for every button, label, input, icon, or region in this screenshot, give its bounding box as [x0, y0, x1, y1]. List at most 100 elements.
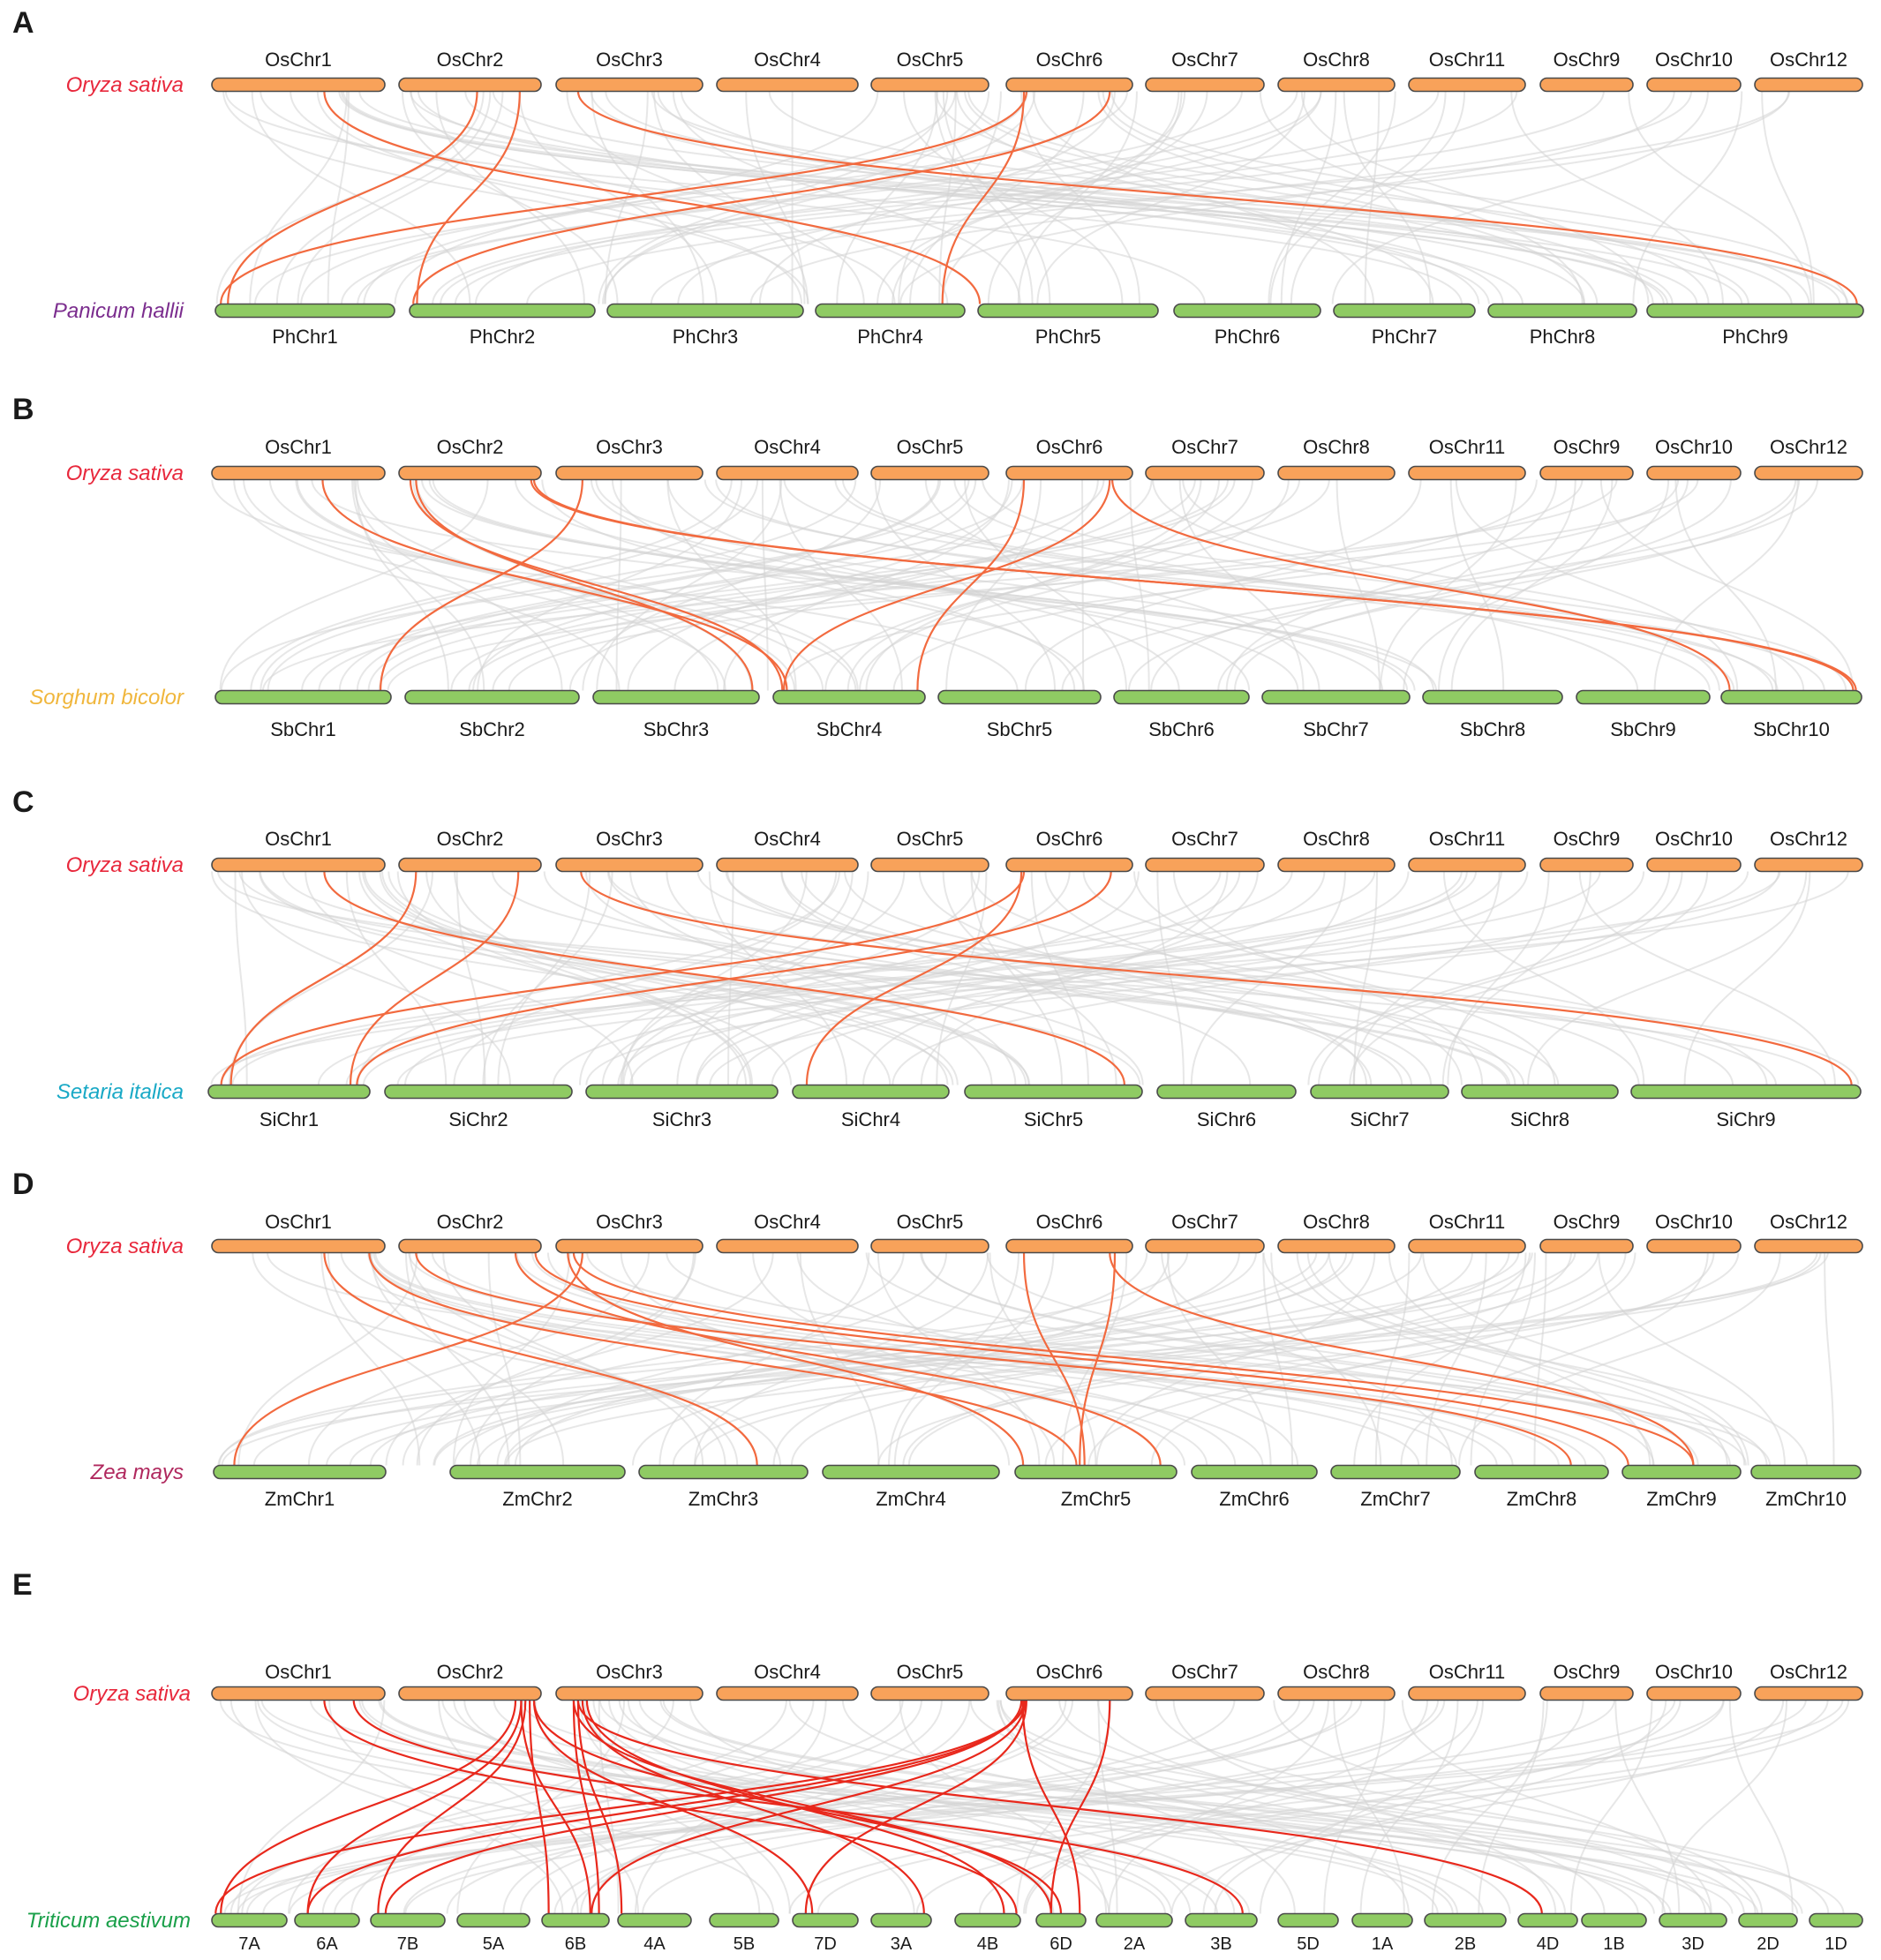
background-link — [611, 479, 1076, 691]
panel-letter-b: B — [12, 393, 34, 426]
background-link — [262, 1700, 1615, 1914]
chromosome-bar-sichr7 — [1310, 1084, 1449, 1100]
background-link — [1364, 91, 1381, 304]
chromosome-bar-oschr3 — [555, 857, 703, 873]
chromosome-label-3b: 3B — [1210, 1934, 1231, 1954]
chromosome-bar-oschr4 — [716, 465, 859, 481]
species-label-zea-mays: Zea mays — [90, 1461, 184, 1484]
chromosome-bar-oschr10 — [1646, 77, 1742, 93]
chromosome-bar-oschr9 — [1539, 857, 1634, 873]
chromosome-label-7d: 7D — [814, 1934, 837, 1954]
chromosome-label-oschr6: OsChr6 — [1036, 828, 1103, 850]
collinear-link-oschr2-7d — [532, 1700, 814, 1914]
chromosome-label-7a: 7A — [238, 1934, 260, 1954]
chromosome-label-2a: 2A — [1124, 1934, 1146, 1954]
chromosome-bar-phchr7 — [1333, 303, 1476, 319]
background-link — [454, 871, 754, 1085]
chromosome-label-2d: 2D — [1757, 1934, 1779, 1954]
background-link — [708, 871, 848, 1085]
background-link — [898, 91, 1002, 304]
background-link — [1102, 91, 1710, 304]
background-link — [409, 91, 1698, 304]
chromosome-label-oschr9: OsChr9 — [1554, 49, 1621, 71]
chromosome-label-oschr10: OsChr10 — [1655, 1211, 1733, 1233]
background-link — [1096, 1700, 1606, 1914]
background-link — [260, 479, 759, 691]
background-link — [982, 479, 1847, 691]
collinear-link-oschr3-4b — [585, 1700, 1005, 1914]
background-link — [502, 1700, 943, 1914]
background-link — [219, 479, 489, 691]
background-link — [1598, 1252, 1786, 1466]
chromosome-label-oschr2: OsChr2 — [437, 1211, 504, 1233]
chromosome-bar-5a — [456, 1912, 530, 1928]
collinear-link-oschr6-6d — [1050, 1700, 1111, 1914]
background-link — [605, 91, 1674, 304]
chromosome-label-sbchr6: SbChr6 — [1148, 718, 1215, 740]
background-link — [240, 871, 511, 1085]
background-link — [816, 1700, 1829, 1914]
background-link — [295, 479, 796, 691]
background-link — [252, 1252, 1520, 1466]
background-link — [666, 479, 1180, 691]
chromosome-bar-oschr10 — [1646, 465, 1742, 481]
background-link — [1032, 91, 1375, 304]
background-link — [369, 1252, 1264, 1466]
background-link — [1044, 1252, 1627, 1466]
chromosome-bar-oschr2 — [398, 1238, 542, 1254]
background-link — [307, 1252, 650, 1466]
chromosome-bar-oschr12 — [1754, 1238, 1863, 1254]
chromosome-bar-zmchr8 — [1474, 1464, 1609, 1480]
background-link — [978, 1700, 1682, 1914]
chromosome-label-phchr7: PhChr7 — [1372, 326, 1438, 348]
background-link — [450, 479, 1196, 691]
background-link — [836, 91, 938, 304]
chromosome-bar-sichr2 — [384, 1084, 573, 1100]
background-link — [772, 1252, 1170, 1466]
background-link — [358, 91, 1849, 304]
background-link — [858, 479, 1290, 691]
chromosome-label-oschr6: OsChr6 — [1036, 1661, 1103, 1683]
chromosome-bar-4a — [617, 1912, 692, 1928]
chromosome-bar-oschr5 — [870, 857, 989, 873]
chromosome-label-oschr3: OsChr3 — [596, 828, 663, 850]
chromosome-bar-oschr5 — [870, 77, 989, 93]
chromosome-bar-2d — [1738, 1912, 1798, 1928]
chromosome-bar-phchr5 — [977, 303, 1159, 319]
background-link — [327, 91, 350, 304]
chromosome-label-oschr9: OsChr9 — [1554, 436, 1621, 458]
background-link — [657, 91, 1480, 304]
chromosome-label-oschr4: OsChr4 — [754, 436, 821, 458]
chromosome-label-zmchr7: ZmChr7 — [1360, 1488, 1430, 1510]
background-link — [846, 479, 1221, 691]
chromosome-bar-oschr6 — [1005, 1238, 1133, 1254]
chromosome-bar-oschr4 — [716, 77, 859, 93]
collinear-link-oschr2-7b — [377, 1700, 527, 1914]
chromosome-bar-zmchr1 — [213, 1464, 387, 1480]
chromosome-label-oschr1: OsChr1 — [265, 1211, 332, 1233]
chromosome-label-oschr2: OsChr2 — [437, 1661, 504, 1683]
collinear-link-oschr2-sichr1 — [349, 871, 520, 1085]
chromosome-label-sbchr5: SbChr5 — [987, 718, 1053, 740]
chromosome-bar-6b — [541, 1912, 610, 1928]
chromosome-bar-oschr1 — [211, 1686, 386, 1701]
species-label-oryza-sativa: Oryza sativa — [73, 1682, 191, 1706]
chromosome-bar-oschr3 — [555, 77, 703, 93]
background-link — [666, 479, 797, 691]
chromosome-label-sbchr7: SbChr7 — [1303, 718, 1369, 740]
background-link — [229, 1700, 904, 1914]
background-link — [234, 871, 248, 1085]
background-link — [219, 1700, 1166, 1914]
background-link — [938, 91, 957, 304]
chromosome-label-phchr2: PhChr2 — [470, 326, 536, 348]
collinear-link-oschr3-zmchr9 — [572, 1252, 1695, 1466]
chromosome-bar-zmchr3 — [638, 1464, 809, 1480]
background-link — [362, 871, 949, 1085]
background-link — [924, 479, 1320, 691]
background-link — [1170, 1700, 1785, 1914]
chromosome-label-phchr3: PhChr3 — [673, 326, 739, 348]
chromosome-bar-sbchr6 — [1113, 689, 1250, 705]
background-link — [552, 871, 1468, 1085]
background-link — [1217, 479, 1801, 691]
background-link — [945, 479, 1042, 691]
